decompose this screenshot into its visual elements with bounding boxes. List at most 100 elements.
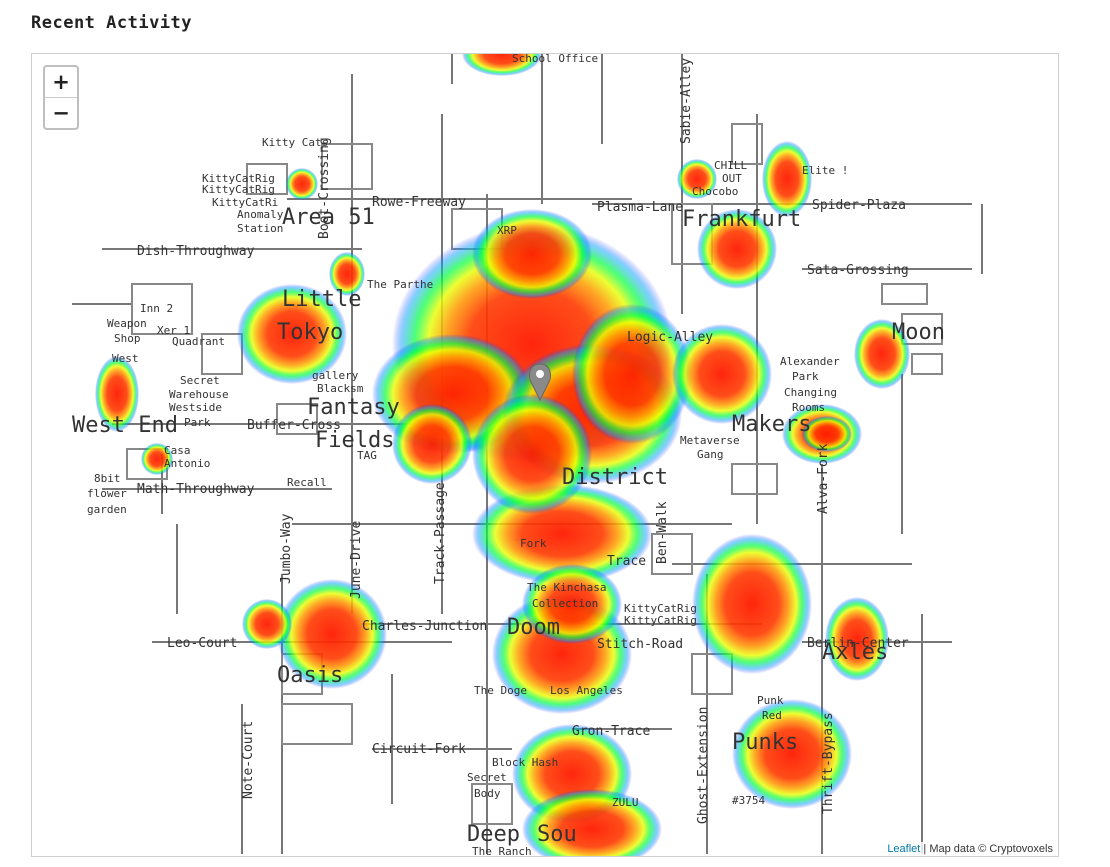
parcel-label: KittyCatRig bbox=[624, 602, 697, 615]
street-label: Math-Throughway bbox=[137, 482, 255, 497]
map-marker-icon[interactable] bbox=[529, 363, 551, 402]
street-label: Plasma-Lane bbox=[597, 200, 683, 215]
district-label: Frankfurt bbox=[682, 207, 801, 232]
street-labels: Rowe-Freeway Plasma-Lane Spider-Plaza Sa… bbox=[137, 58, 909, 824]
street-label: Ghost-Extension bbox=[696, 707, 711, 824]
district-label: Moon bbox=[892, 320, 945, 345]
parcel-label: CHILL bbox=[714, 159, 747, 172]
street-label: Stitch-Road bbox=[597, 637, 683, 652]
parcel-label: Casa bbox=[164, 444, 191, 457]
map-canvas[interactable]: Rowe-Freeway Plasma-Lane Spider-Plaza Sa… bbox=[32, 54, 1058, 856]
parcel-label: Park bbox=[792, 370, 819, 383]
parcel-label: Elite ! bbox=[802, 164, 848, 177]
district-label: Little bbox=[282, 287, 361, 312]
street-label: Ben-Walk bbox=[655, 501, 670, 564]
street-label: Gron-Trace bbox=[572, 724, 650, 739]
parcel-label: Blacksm bbox=[317, 382, 364, 395]
district-labels: Area 51 Frankfurt Moon West End Fantasy … bbox=[72, 205, 945, 847]
parcel-label: Recall bbox=[287, 476, 327, 489]
parcel-label: Block Hash bbox=[492, 756, 558, 769]
street-label: Boot-Crossing bbox=[317, 137, 332, 239]
parcel-label: Red bbox=[762, 709, 782, 722]
parcel-label: West bbox=[112, 352, 139, 365]
parcel-label: Metaverse bbox=[680, 434, 740, 447]
parcel-label: Weapon bbox=[107, 317, 147, 330]
parcel-label: Rooms bbox=[792, 401, 825, 414]
parcel-label: The Doge bbox=[474, 684, 527, 697]
district-label: Punks bbox=[732, 730, 798, 755]
parcel-label: The Parthe bbox=[367, 278, 433, 291]
zoom-in-button[interactable]: + bbox=[52, 70, 70, 94]
street-label: Leo-Court bbox=[167, 636, 237, 651]
parcel-label: garden bbox=[87, 503, 127, 516]
district-label: Doom bbox=[507, 615, 560, 640]
heatmap-layer bbox=[95, 54, 910, 856]
street-label: Thrift-Bypass bbox=[821, 712, 836, 814]
district-label: Fields bbox=[315, 428, 394, 453]
parcel-label: Chocobo bbox=[692, 185, 738, 198]
street-label: Buffer-Cross bbox=[247, 418, 341, 433]
parcel-label: Body bbox=[474, 787, 501, 800]
district-label: District bbox=[562, 465, 668, 490]
parcel-label: Quadrant bbox=[172, 335, 225, 348]
street-label: Dish-Throughway bbox=[137, 244, 255, 259]
parcel-label: flower bbox=[87, 487, 127, 500]
attribution-separator: | bbox=[920, 843, 930, 855]
zoom-control: + − bbox=[43, 65, 79, 130]
parcel-label: KittyCatRig bbox=[202, 183, 275, 196]
street-label: Logic-Alley bbox=[627, 330, 713, 345]
page-title: Recent Activity bbox=[31, 13, 193, 33]
zoom-out-button[interactable]: − bbox=[45, 97, 77, 128]
parcel-label: Punk bbox=[757, 694, 784, 707]
street-label: Sabie-Alley bbox=[679, 58, 694, 144]
parcel-label: Changing bbox=[784, 386, 837, 399]
parcel-label: Alexander bbox=[780, 355, 840, 368]
district-label: Fantasy bbox=[307, 395, 400, 420]
street-label: Spider-Plaza bbox=[812, 198, 906, 213]
map-container[interactable]: + − bbox=[31, 53, 1059, 857]
district-label: Axles bbox=[822, 640, 888, 665]
street-label: Sata-Grossing bbox=[807, 263, 909, 278]
parcel-label: ZULU bbox=[612, 796, 639, 809]
district-label: Area 51 bbox=[282, 205, 375, 230]
street-label: Circuit-Fork bbox=[372, 742, 466, 757]
leaflet-link[interactable]: Leaflet bbox=[887, 843, 921, 855]
parcel-label: #3754 bbox=[732, 794, 765, 807]
district-label: Deep bbox=[467, 822, 520, 847]
parcel-label: Park bbox=[184, 416, 211, 429]
map-attribution: Leaflet | Map data © Cryptovoxels bbox=[882, 842, 1058, 856]
street-label: Note-Court bbox=[241, 721, 256, 799]
street-label: June-Drive bbox=[349, 521, 364, 599]
district-label: West End bbox=[72, 413, 178, 438]
parcel-label: OUT bbox=[722, 172, 742, 185]
parcel-label: 8bit bbox=[94, 472, 121, 485]
parcel-label: School Office bbox=[512, 54, 598, 65]
parcel-label: Kitty Cats bbox=[262, 136, 328, 149]
parcel-label: KittyCatRig bbox=[202, 172, 275, 185]
street-label: Rowe-Freeway bbox=[372, 195, 466, 210]
district-label: Makers bbox=[732, 412, 811, 437]
parcel-label: Los Angeles bbox=[550, 684, 623, 697]
street-label: Jumbo-Way bbox=[279, 513, 294, 584]
parcel-label: KittyCatRig bbox=[624, 614, 697, 627]
street-label: Charles-Junction bbox=[362, 619, 487, 634]
parcel-label: The Kinchasa bbox=[527, 581, 606, 594]
parcel-label: gallery bbox=[312, 369, 359, 382]
parcel-label: TAG bbox=[357, 449, 377, 462]
parcel-label: Westside bbox=[169, 401, 222, 414]
parcel-label: Antonio bbox=[164, 457, 210, 470]
parcel-label: Fork bbox=[520, 537, 547, 550]
district-label: Oasis bbox=[277, 663, 343, 688]
parcel-label: Collection bbox=[532, 597, 598, 610]
parcel-label: Shop bbox=[114, 332, 141, 345]
street-label: Trace bbox=[607, 554, 646, 569]
district-label: Tokyo bbox=[277, 320, 343, 345]
parcel-label: Station bbox=[237, 222, 283, 235]
parcel-label: Secret bbox=[467, 771, 507, 784]
parcel-label: KittyCatRi bbox=[212, 196, 278, 209]
parcel-label: Anomaly bbox=[237, 208, 284, 221]
parcel-labels: School Office Inn 2 Weapon Xer 1 Shop Qu… bbox=[87, 54, 848, 856]
parcel-label: Secret bbox=[180, 374, 220, 387]
district-label: Sou bbox=[537, 822, 577, 847]
parcel-label: Warehouse bbox=[169, 388, 229, 401]
